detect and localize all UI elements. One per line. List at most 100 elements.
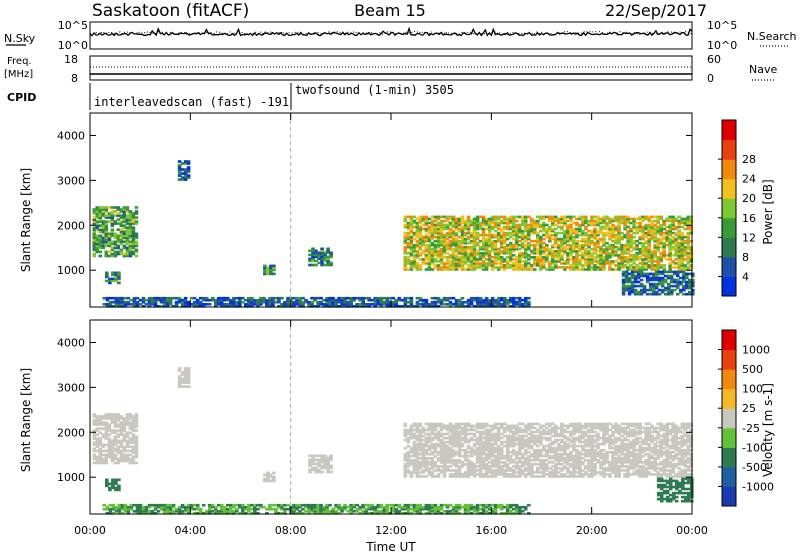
power-cell-r0 [131,240,136,244]
power-cell-r7 [478,305,483,308]
power-cell-r5 [581,254,585,257]
power-cell-r7 [298,296,302,300]
velocity-cell-r5 [545,465,549,468]
velocity-cell-r5 [566,438,570,442]
power-cell-r5 [632,256,636,259]
power-ytick-label: 2000 [57,219,85,232]
velocity-cell-r5 [554,459,558,462]
power-cell-r7 [213,298,218,302]
velocity-cell-r5 [406,454,411,458]
power-cell-r7 [232,300,236,304]
power-cell-r0 [119,252,124,256]
power-cell-r5 [632,258,636,261]
power-cell-r5 [448,235,453,239]
power-cell-r7 [232,303,236,306]
power-cell-r5 [493,260,498,263]
power-cell-r6 [624,274,629,278]
velocity-cell-r5 [403,459,408,462]
power-cell-r5 [542,250,546,253]
power-cell-r7 [222,303,227,306]
velocity-cell-r5 [593,426,597,430]
power-cell-r5 [650,252,654,255]
velocity-cell-r5 [487,438,492,442]
power-cell-r5 [665,239,669,243]
power-cell-r5 [536,252,540,255]
power-cell-r7 [448,296,453,300]
power-cell-r5 [641,266,645,269]
power-cell-r7 [454,305,459,308]
power-cell-r0 [128,236,133,240]
power-cell-r7 [301,303,305,306]
power-cell-r5 [487,235,492,239]
power-cell-r5 [656,256,660,259]
velocity-cell-r5 [493,434,498,438]
power-cell-r5 [418,235,423,239]
velocity-cell-r5 [569,432,573,436]
power-cell-r5 [644,262,648,265]
power-cell-r0 [131,236,136,240]
power-cell-r5 [545,231,549,235]
power-cell-r7 [153,303,158,306]
power-cell-r5 [659,252,663,255]
power-cell-r5 [641,262,645,265]
velocity-cell-r5 [451,434,456,438]
velocity-cell-r5 [590,467,594,470]
velocity-cell-r5 [493,461,498,464]
power-cell-r7 [135,305,140,308]
power-cell-r0 [113,246,118,250]
power-cell-r5 [430,221,435,225]
power-cell-r5 [623,235,627,239]
power-cell-r7 [271,303,275,306]
velocity-cell-r5 [611,463,615,466]
power-cell-r5 [620,260,624,263]
power-cell-r5 [563,262,567,265]
power-cell-r7 [331,303,335,306]
velocity-cell-r5 [487,461,492,464]
velocity-cell-r5 [596,461,600,464]
power-cell-r5 [608,254,612,257]
power-cell-r5 [536,237,540,241]
velocity-cell-r5 [493,438,498,442]
velocity-cell-r5 [469,463,474,466]
power-cell-r7 [469,296,474,300]
velocity-cell-r5 [587,434,591,438]
power-cell-r5 [659,215,663,219]
power-cell-r0 [131,230,136,233]
velocity-cell-r5 [451,438,456,442]
velocity-cell-r0 [125,439,130,443]
power-cell-r5 [454,266,459,269]
velocity-cell-r0 [98,431,103,434]
power-cell-r5 [508,227,513,231]
power-cell-r5 [602,237,606,241]
power-cell-r7 [478,303,483,306]
velocity-cell-r5 [421,469,426,472]
velocity-cell-r0 [104,415,109,418]
power-cell-r0 [125,234,130,238]
velocity-cell-r5 [403,463,408,466]
power-cell-r5 [575,233,579,237]
velocity-cell-r0 [131,437,136,440]
velocity-cell-r5 [436,473,441,476]
velocity-cell-r0 [92,415,97,418]
velocity-cell-r5 [496,452,501,456]
power-cell-r5 [659,264,663,267]
power-cell-r5 [415,254,420,257]
power-cell-r7 [210,298,215,302]
power-cell-r5 [605,252,609,255]
power-cell-r6 [639,270,644,274]
velocity-cell-r5 [457,461,462,464]
power-cell-r5 [499,256,504,259]
velocity-cell-r5 [523,452,528,456]
velocity-cell-r0 [95,443,100,447]
velocity-cell-r0 [134,447,139,451]
velocity-cell-r5 [523,444,528,448]
velocity-cell-r5 [433,446,438,450]
power-cell-r6 [636,276,641,280]
velocity-cell-r5 [539,430,543,434]
power-cell-r5 [424,239,429,243]
power-cell-r5 [539,266,543,269]
power-cell-r5 [520,215,525,219]
velocity-cell-r5 [415,469,420,472]
power-cell-r5 [502,233,507,237]
